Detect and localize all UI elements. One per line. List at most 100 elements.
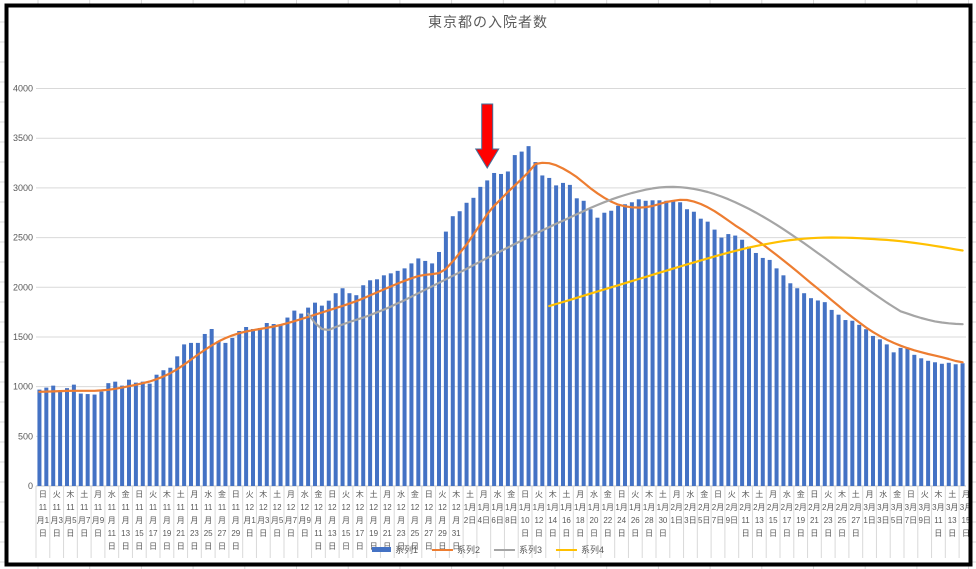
red-down-arrow-annotation[interactable] (474, 103, 500, 169)
legend-item-series4[interactable]: 系列4 (556, 543, 604, 556)
svg-text:500: 500 (18, 431, 33, 441)
legend-label: 系列3 (519, 545, 543, 555)
legend-label: 系列4 (581, 545, 605, 555)
line-系列3 (307, 185, 964, 332)
x-axis-tick-labels: 日 11 月1 日火 11 月3 日木 11 月5 日土 11 月7 日月 11 月9 日水 11 月 11 日金 11… (37, 489, 973, 551)
legend-label: 系列2 (456, 545, 480, 555)
line-series-group (38, 161, 964, 393)
svg-text:3000: 3000 (13, 183, 33, 193)
black-cell-border (4, 3, 973, 567)
series1-bar-swatch-icon (371, 547, 391, 552)
svg-text:1500: 1500 (13, 332, 33, 342)
svg-text:1000: 1000 (13, 382, 33, 392)
svg-text:2500: 2500 (13, 233, 33, 243)
svg-text:土12月19日: 土12月19日 (369, 489, 378, 551)
legend-item-series2[interactable]: 系列2 (431, 543, 480, 556)
series2-line-swatch-icon (431, 548, 453, 551)
legend-item-series1[interactable]: 系列1 (371, 543, 418, 556)
line-系列4 (548, 236, 964, 308)
svg-text:0: 0 (28, 481, 33, 491)
svg-text:4000: 4000 (13, 84, 33, 94)
svg-text:月12月21日: 月12月21日 (383, 490, 392, 551)
chart-title: 東京都の入院者数 (428, 14, 548, 30)
legend-label: 系列1 (394, 545, 418, 555)
bar-series-1 (37, 146, 965, 487)
svg-text:2000: 2000 (13, 282, 33, 292)
legend-item-series3[interactable]: 系列3 (494, 543, 542, 556)
line-系列2 (38, 161, 964, 393)
series3-line-swatch-icon (494, 548, 515, 551)
y-axis-tick-labels: 0 500 1000 1500 2000 2500 3000 3500 4000 (13, 84, 33, 492)
svg-text:3500: 3500 (13, 133, 33, 143)
legend: 系列1 系列2 系列3 系列4 (371, 543, 604, 556)
series4-line-swatch-icon (556, 548, 578, 551)
